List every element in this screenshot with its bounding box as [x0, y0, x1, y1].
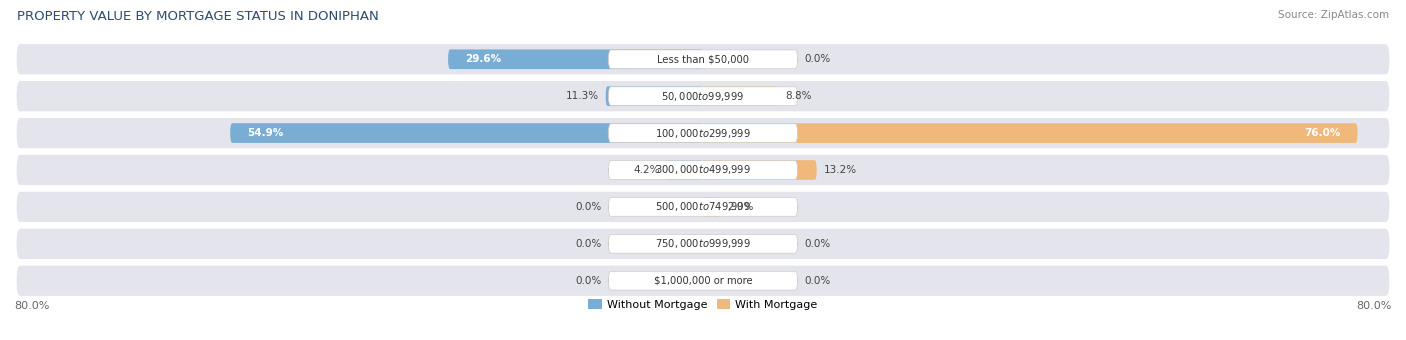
Text: 0.0%: 0.0%: [575, 202, 602, 212]
FancyBboxPatch shape: [17, 192, 1389, 222]
FancyBboxPatch shape: [609, 235, 797, 253]
FancyBboxPatch shape: [609, 198, 797, 216]
FancyBboxPatch shape: [609, 161, 797, 179]
Text: $500,000 to $749,999: $500,000 to $749,999: [655, 200, 751, 214]
Text: PROPERTY VALUE BY MORTGAGE STATUS IN DONIPHAN: PROPERTY VALUE BY MORTGAGE STATUS IN DON…: [17, 10, 378, 23]
FancyBboxPatch shape: [703, 160, 817, 180]
FancyBboxPatch shape: [609, 50, 797, 69]
FancyBboxPatch shape: [17, 266, 1389, 296]
Text: 0.0%: 0.0%: [804, 276, 831, 286]
Text: 54.9%: 54.9%: [247, 128, 284, 138]
Text: 0.0%: 0.0%: [575, 276, 602, 286]
Text: 80.0%: 80.0%: [1357, 301, 1392, 311]
Text: 4.2%: 4.2%: [634, 165, 659, 175]
FancyBboxPatch shape: [609, 124, 797, 142]
FancyBboxPatch shape: [666, 160, 703, 180]
Text: 0.0%: 0.0%: [804, 54, 831, 64]
FancyBboxPatch shape: [609, 271, 797, 290]
FancyBboxPatch shape: [17, 118, 1389, 148]
Text: Less than $50,000: Less than $50,000: [657, 54, 749, 64]
Text: $50,000 to $99,999: $50,000 to $99,999: [661, 90, 745, 103]
Text: $300,000 to $499,999: $300,000 to $499,999: [655, 164, 751, 176]
Text: 0.0%: 0.0%: [804, 239, 831, 249]
Text: $1,000,000 or more: $1,000,000 or more: [654, 276, 752, 286]
FancyBboxPatch shape: [17, 155, 1389, 185]
Text: 76.0%: 76.0%: [1303, 128, 1340, 138]
FancyBboxPatch shape: [17, 81, 1389, 111]
FancyBboxPatch shape: [609, 87, 797, 105]
Text: Source: ZipAtlas.com: Source: ZipAtlas.com: [1278, 10, 1389, 20]
Text: $100,000 to $299,999: $100,000 to $299,999: [655, 126, 751, 140]
FancyBboxPatch shape: [703, 197, 720, 217]
Text: 2.0%: 2.0%: [727, 202, 754, 212]
Text: 0.0%: 0.0%: [575, 239, 602, 249]
FancyBboxPatch shape: [703, 86, 779, 106]
Text: 29.6%: 29.6%: [465, 54, 502, 64]
FancyBboxPatch shape: [17, 44, 1389, 74]
FancyBboxPatch shape: [231, 123, 703, 143]
Text: 13.2%: 13.2%: [824, 165, 856, 175]
FancyBboxPatch shape: [17, 229, 1389, 259]
Legend: Without Mortgage, With Mortgage: Without Mortgage, With Mortgage: [583, 295, 823, 314]
FancyBboxPatch shape: [606, 86, 703, 106]
FancyBboxPatch shape: [703, 123, 1358, 143]
Text: 8.8%: 8.8%: [786, 91, 813, 101]
Text: 11.3%: 11.3%: [565, 91, 599, 101]
Text: 80.0%: 80.0%: [14, 301, 49, 311]
FancyBboxPatch shape: [449, 49, 703, 69]
Text: $750,000 to $999,999: $750,000 to $999,999: [655, 237, 751, 250]
